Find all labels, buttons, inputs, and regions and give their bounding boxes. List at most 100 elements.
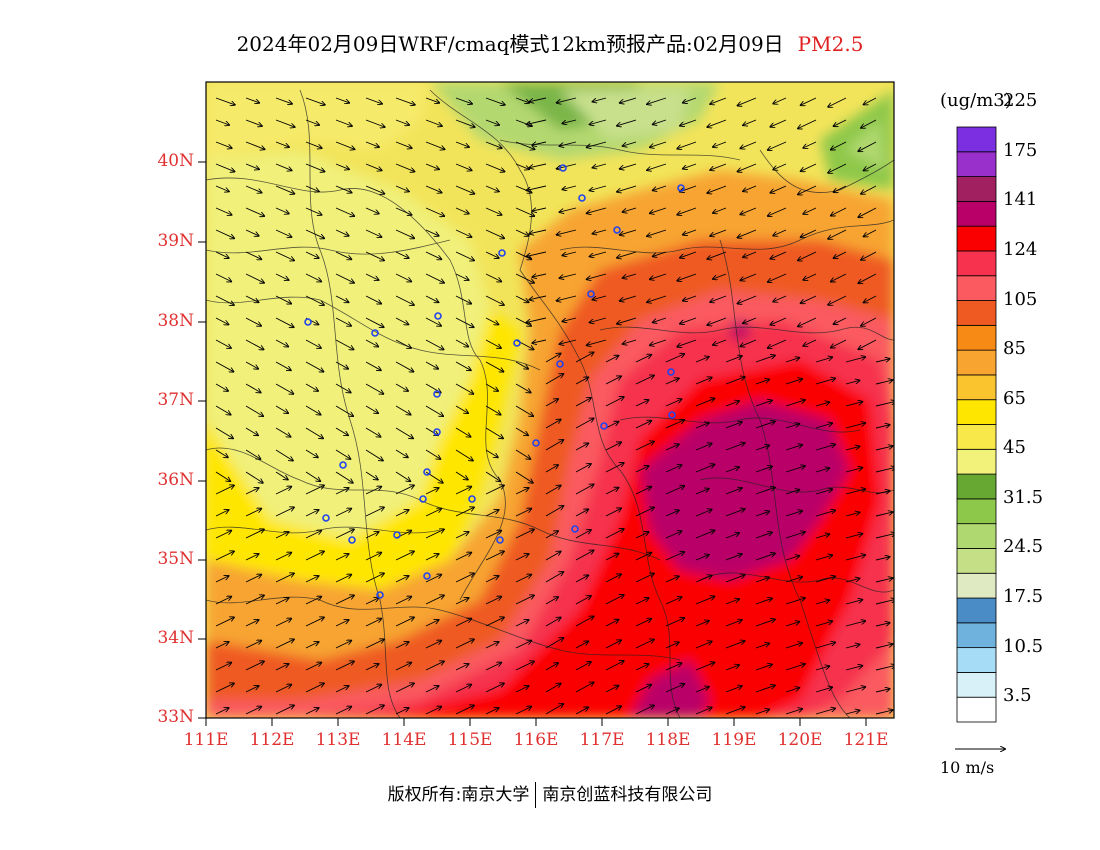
wind-arrow — [845, 710, 860, 715]
wind-arrow — [831, 273, 847, 282]
wind-arrow — [335, 119, 352, 126]
wind-arrow — [485, 119, 499, 125]
wind-arrow — [335, 529, 354, 539]
wind-arrow — [635, 619, 651, 627]
wind-arrow — [455, 295, 471, 304]
wind-arrow — [875, 512, 893, 517]
pollutant-label: PM2.5 — [797, 32, 864, 56]
wind-arrow — [545, 663, 558, 671]
wind-arrow — [587, 141, 607, 147]
wind-arrow — [605, 529, 624, 539]
wind-arrow — [455, 573, 474, 583]
wind-arrow — [365, 163, 382, 170]
wind-arrow — [395, 185, 409, 192]
wind-arrow — [864, 295, 877, 303]
wind-arrow — [215, 531, 231, 539]
wind-arrow — [365, 639, 384, 649]
wind-arrow — [785, 424, 799, 429]
wind-arrow — [605, 640, 621, 649]
wind-arrow — [305, 251, 319, 258]
wind-arrow — [635, 573, 654, 583]
wind-arrow — [215, 339, 231, 348]
wind-arrow — [785, 577, 802, 583]
wind-arrow — [275, 507, 294, 517]
wind-arrow — [335, 383, 351, 393]
wind-arrow — [875, 533, 894, 539]
wind-arrow — [803, 273, 817, 280]
wind-arrow — [834, 251, 847, 258]
wind-arrow — [425, 449, 440, 459]
wind-arrow — [545, 597, 558, 605]
wind-arrow — [710, 229, 727, 236]
wind-arrow — [305, 427, 323, 438]
wind-arrow — [665, 465, 682, 473]
wind-arrow — [677, 339, 697, 347]
wind-arrow — [485, 663, 501, 671]
wind-arrow — [485, 229, 504, 238]
wind-arrow — [683, 295, 697, 301]
wind-arrow — [861, 185, 877, 194]
wind-arrow — [215, 471, 230, 481]
wind-arrow — [395, 163, 415, 172]
wind-arrow — [593, 295, 607, 300]
wind-arrow — [215, 663, 231, 671]
wind-arrow — [617, 317, 637, 324]
wind-arrow — [215, 485, 234, 495]
wind-arrow — [455, 97, 472, 104]
wind-arrow — [834, 119, 847, 126]
lat-tick: 33N — [157, 707, 194, 727]
wind-arrow — [335, 97, 349, 103]
wind-arrow — [515, 361, 528, 369]
wind-arrow — [485, 273, 501, 282]
wind-arrow — [335, 595, 354, 605]
wind-arrow — [275, 685, 291, 693]
wind-arrow — [587, 207, 607, 213]
wind-arrow — [527, 251, 547, 256]
wind-arrow — [665, 354, 684, 363]
wind-arrow — [845, 446, 860, 451]
wind-arrow — [365, 273, 379, 280]
wind-arrow — [560, 273, 577, 278]
wind-arrow — [365, 229, 382, 237]
wind-arrow — [215, 295, 234, 305]
wind-arrow — [365, 449, 383, 461]
wind-arrow — [485, 97, 505, 105]
wind-arrow — [425, 361, 438, 369]
wind-arrow — [647, 295, 667, 302]
wind-arrow — [515, 661, 534, 671]
wind-arrow — [831, 141, 847, 150]
wind-arrow — [677, 141, 697, 149]
wind-arrow — [683, 229, 697, 235]
wind-arrow — [845, 512, 860, 517]
wind-arrow — [515, 163, 529, 169]
wind-arrow — [335, 185, 352, 193]
wind-arrow — [425, 595, 444, 605]
wind-arrow — [395, 273, 411, 282]
wind-arrow — [485, 597, 501, 605]
wind-arrow — [707, 251, 727, 259]
wind-arrow — [395, 551, 414, 561]
wind-arrow — [828, 97, 847, 107]
wind-arrow — [875, 401, 894, 407]
wind-arrow — [605, 620, 619, 627]
wind-arrow — [245, 529, 264, 539]
wind-arrow — [275, 705, 294, 715]
wind-arrow — [785, 466, 805, 473]
wind-arrow — [875, 665, 894, 671]
wind-arrow — [545, 399, 558, 407]
wind-arrow — [485, 683, 504, 693]
wind-arrow — [275, 207, 289, 214]
wind-arrow — [875, 689, 890, 692]
wind-arrow — [834, 317, 847, 324]
wind-arrow — [245, 141, 265, 149]
wind-arrow — [365, 317, 384, 327]
wind-arrow — [653, 251, 667, 256]
wind-arrow — [845, 423, 865, 429]
wind-arrow — [635, 507, 654, 517]
wind-arrow — [755, 445, 769, 451]
wind-arrow — [515, 554, 529, 561]
wind-arrow — [215, 317, 228, 325]
wind-arrow — [485, 185, 499, 192]
wind-arrow — [635, 487, 651, 495]
wind-arrow — [575, 443, 588, 451]
